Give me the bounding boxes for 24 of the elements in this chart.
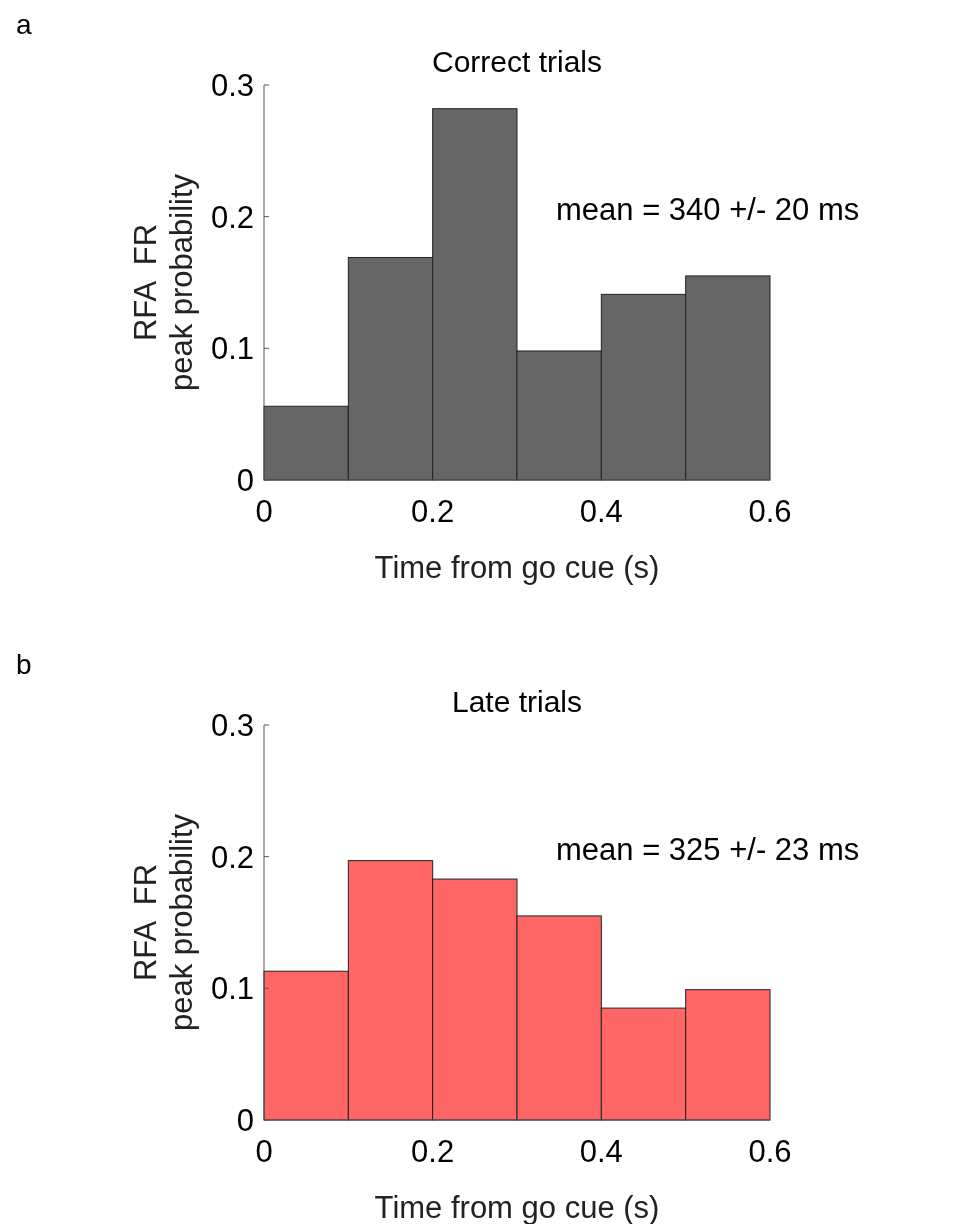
y-tick-label: 0.2	[210, 199, 254, 235]
x-axis-title: Time from go cue (s)	[374, 550, 660, 585]
y-tick-label: 0	[236, 1102, 254, 1138]
y-tick-label: 0.1	[210, 331, 254, 367]
x-tick-label: 0.2	[411, 494, 455, 529]
y-tick-label: 0	[236, 462, 254, 498]
annotation: mean = 340 +/- 20 ms	[556, 192, 860, 227]
chart-title: Late trials	[451, 685, 583, 718]
text: a	[16, 9, 32, 40]
x-tick-label: 0.2	[411, 1134, 455, 1169]
x-axis-title: Time from go cue (s)	[374, 1190, 660, 1224]
y-tick-label: 0.1	[210, 971, 254, 1007]
x-tick-label: 0.6	[748, 494, 792, 529]
y-tick-label: 0.3	[210, 707, 254, 743]
x-tick-label: 0.4	[579, 1134, 623, 1169]
y-tick-label: 0.3	[210, 67, 254, 103]
x-tick-label: 0.4	[579, 494, 623, 529]
chart-title: Correct trials	[431, 45, 603, 78]
y-axis-title: RFA FR peak probability	[128, 173, 199, 392]
annotation: mean = 325 +/- 23 ms	[556, 832, 860, 867]
text: b	[16, 649, 32, 680]
x-tick-label: 0.6	[748, 1134, 792, 1169]
y-axis-title: RFA FR peak probability	[128, 813, 199, 1032]
y-tick-label: 0.2	[210, 839, 254, 875]
